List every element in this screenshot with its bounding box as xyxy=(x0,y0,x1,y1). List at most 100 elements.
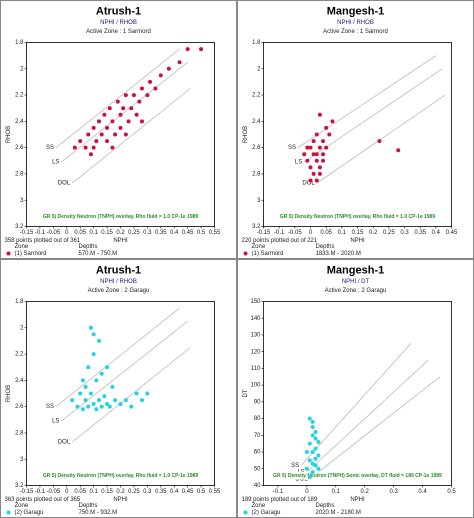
overlay-line xyxy=(61,320,188,422)
x-tick-label: 0.15 xyxy=(352,230,364,236)
point xyxy=(310,433,315,438)
y-tick-label: 2.2 xyxy=(252,93,261,99)
y-tick-label: 150 xyxy=(250,299,261,305)
point xyxy=(83,384,88,389)
point xyxy=(139,86,144,91)
overlay-text: GR 5) Density Neutron (TNPH) Sonic overl… xyxy=(273,473,442,479)
y-tick-label: 100 xyxy=(250,383,261,389)
point xyxy=(316,466,321,471)
panel: Atrush-1 NPHI / RHOB Active Zone : 1 Sarmo… xyxy=(0,0,237,259)
overlay-line xyxy=(297,55,437,148)
overlay-text: GR 5) Density Neutron (TNPH) overlay, Rh… xyxy=(43,473,199,479)
point xyxy=(86,404,91,409)
x-tick-label: 0.1 xyxy=(89,489,98,495)
point xyxy=(308,178,313,183)
subtitle: NPHI / DT xyxy=(342,279,370,285)
point xyxy=(324,145,329,150)
subtitle: NPHI / RHOB xyxy=(100,20,137,26)
point xyxy=(78,139,83,144)
y-tick-label: 2 xyxy=(257,66,261,72)
legend-marker xyxy=(243,251,248,256)
point xyxy=(314,158,319,163)
point xyxy=(311,139,316,144)
x-tick-label: 0.35 xyxy=(155,230,167,236)
point xyxy=(324,125,329,130)
point xyxy=(78,391,83,396)
zone: Active Zone : 1 Sarmord xyxy=(86,29,151,35)
x-tick-label: 0.55 xyxy=(209,230,221,236)
point xyxy=(308,145,313,150)
overlay-line-label: DOL xyxy=(58,181,71,187)
point xyxy=(316,453,321,458)
subtitle: NPHI / RHOB xyxy=(337,20,374,26)
footer: 220 points plotted out of 221 xyxy=(242,238,318,244)
overlay-line xyxy=(71,347,191,443)
x-tick-label: 0.45 xyxy=(446,230,458,236)
x-tick-label: 0.4 xyxy=(432,230,441,236)
x-tick-label: 0.45 xyxy=(182,489,194,495)
chart-title: Atrush-1 xyxy=(96,5,141,17)
x-tick-label: 0.55 xyxy=(209,489,221,495)
legend-depths: 750.M - 932.M xyxy=(79,510,118,516)
x-tick-label: 0.4 xyxy=(418,489,427,495)
point xyxy=(314,178,319,183)
x-axis-label: NPHI xyxy=(350,238,365,244)
legend-depths: 1833.M - 2020.M xyxy=(316,251,361,257)
overlay-line xyxy=(55,48,180,148)
zone-header: Zone xyxy=(15,503,29,509)
point xyxy=(313,429,318,434)
point xyxy=(158,73,163,78)
point xyxy=(118,125,123,130)
y-tick-label: 110 xyxy=(251,366,261,372)
y-tick-label: 2.6 xyxy=(15,145,24,151)
y-tick-label: 3 xyxy=(20,457,24,463)
y-tick-label: 3.2 xyxy=(252,224,261,230)
overlay-line-label: DOL xyxy=(58,440,71,446)
overlay-line xyxy=(306,359,429,473)
point xyxy=(396,148,401,153)
point xyxy=(80,378,85,383)
point xyxy=(316,440,321,445)
x-axis-label: NPHI xyxy=(350,497,365,503)
subtitle: NPHI / RHOB xyxy=(100,279,137,285)
point xyxy=(91,125,96,130)
point xyxy=(107,404,112,409)
point xyxy=(314,132,319,137)
overlay-line xyxy=(300,343,412,466)
overlay-line-label: SS xyxy=(46,404,54,410)
point xyxy=(145,391,150,396)
point xyxy=(139,119,144,124)
point xyxy=(102,112,107,117)
x-tick-label: 0.5 xyxy=(197,489,206,495)
plot-area xyxy=(263,301,452,486)
y-tick-label: 2.4 xyxy=(15,119,24,125)
point xyxy=(110,384,115,389)
point xyxy=(70,398,75,403)
point xyxy=(145,93,150,98)
overlay-line-label: LS xyxy=(52,419,59,425)
point xyxy=(94,139,99,144)
y-tick-label: 3 xyxy=(20,198,24,204)
x-tick-label: 0.1 xyxy=(332,489,341,495)
y-tick-label: 120 xyxy=(250,349,261,355)
x-tick-label: 0.3 xyxy=(400,230,409,236)
point xyxy=(313,436,318,441)
y-tick-label: 2.4 xyxy=(15,378,24,384)
point xyxy=(313,446,318,451)
legend-marker xyxy=(6,510,11,515)
point xyxy=(83,398,88,403)
footer: 358 points plotted out of 361 xyxy=(5,238,81,244)
y-tick-label: 3.2 xyxy=(15,483,24,489)
point xyxy=(91,402,96,407)
x-tick-label: -0.05 xyxy=(47,489,61,495)
x-tick-label: 0.5 xyxy=(197,230,206,236)
point xyxy=(99,404,104,409)
y-tick-label: 3 xyxy=(257,198,261,204)
point xyxy=(107,106,112,111)
x-tick-label: 0.35 xyxy=(414,230,426,236)
zone: Active Zone : 2 Garagu xyxy=(325,288,387,294)
point xyxy=(105,402,110,407)
x-tick-label: 0 xyxy=(65,230,69,236)
point xyxy=(310,470,315,475)
